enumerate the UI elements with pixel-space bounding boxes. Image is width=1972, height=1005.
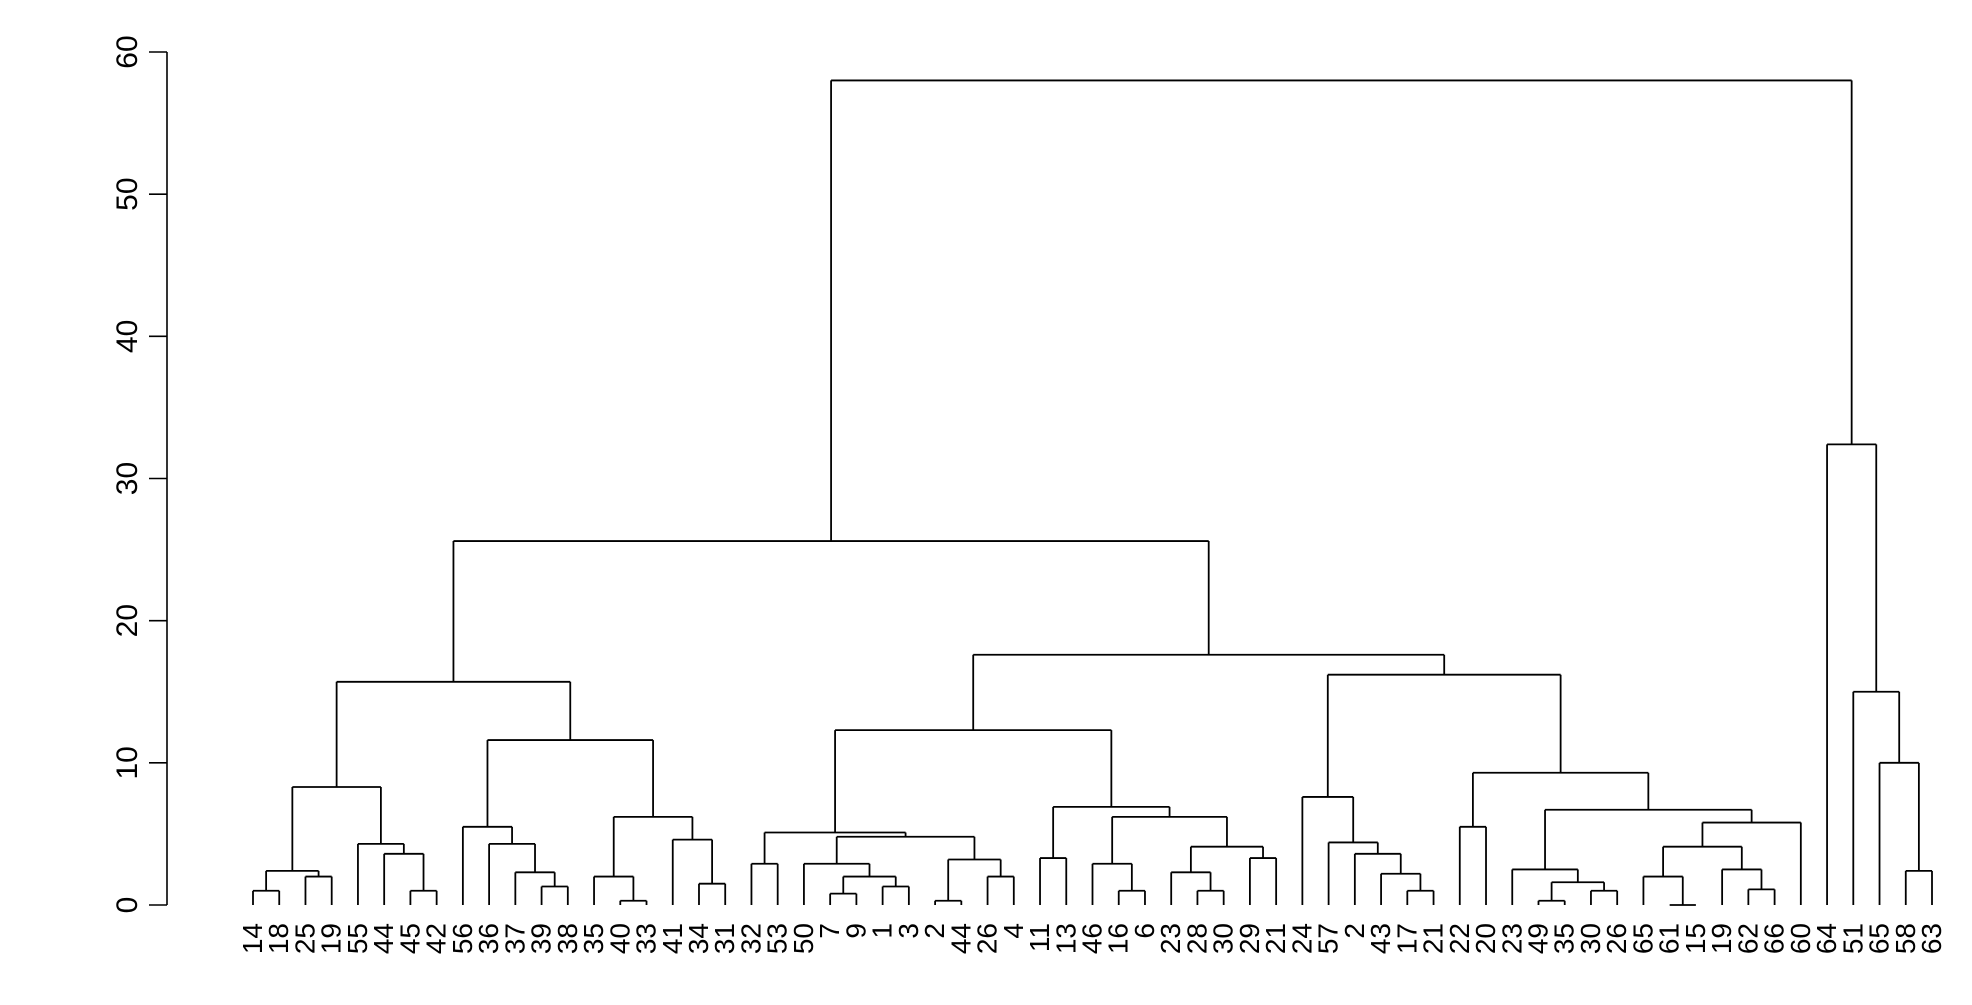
leaf-label: 66 — [1759, 923, 1790, 954]
leaf-label: 19 — [1706, 923, 1737, 954]
leaf-label: 46 — [1077, 923, 1108, 954]
leaf-label: 23 — [1496, 923, 1527, 954]
leaf-label: 56 — [447, 923, 478, 954]
leaf-label: 38 — [552, 923, 583, 954]
leaf-label: 43 — [1365, 923, 1396, 954]
leaf-label: 40 — [604, 923, 635, 954]
leaf-label: 3 — [893, 923, 924, 939]
leaf-label: 63 — [1916, 923, 1947, 954]
leaf-label: 15 — [1680, 923, 1711, 954]
leaf-label: 58 — [1890, 923, 1921, 954]
leaf-label: 24 — [1286, 923, 1317, 954]
leaf-label: 18 — [263, 923, 294, 954]
y-tick-label: 30 — [111, 462, 144, 495]
leaf-label: 19 — [316, 923, 347, 954]
leaf-label: 28 — [1181, 923, 1212, 954]
leaf-label: 44 — [368, 923, 399, 954]
leaf-label: 57 — [1313, 923, 1344, 954]
leaf-label: 25 — [289, 923, 320, 954]
y-tick-label: 10 — [111, 746, 144, 779]
leaf-label: 65 — [1864, 923, 1895, 954]
leaf-label: 11 — [1024, 923, 1055, 952]
leaf-label: 44 — [945, 923, 976, 954]
leaf-label: 14 — [237, 923, 268, 954]
y-tick-label: 20 — [111, 604, 144, 637]
leaf-label: 32 — [735, 923, 766, 954]
leaf-label: 30 — [1575, 923, 1606, 954]
y-tick-label: 60 — [111, 35, 144, 68]
leaf-label: 61 — [1654, 923, 1685, 954]
leaf-label: 7 — [814, 923, 845, 939]
leaf-label: 20 — [1470, 923, 1501, 954]
leaf-label: 36 — [473, 923, 504, 954]
leaf-label: 55 — [342, 923, 373, 954]
dendrogram-tree — [252, 79, 1933, 906]
leaf-label: 30 — [1208, 923, 1239, 954]
leaf-label: 45 — [394, 923, 425, 954]
y-tick-label: 40 — [111, 320, 144, 353]
leaf-label: 26 — [972, 923, 1003, 954]
y-tick-label: 50 — [111, 177, 144, 210]
y-axis: 0 10 20 30 40 50 60 — [111, 35, 168, 914]
leaf-label: 35 — [1549, 923, 1580, 954]
leaf-label: 41 — [657, 923, 688, 954]
leaf-label: 37 — [499, 923, 530, 954]
leaf-label: 50 — [788, 923, 819, 954]
leaf-label: 1 — [867, 923, 898, 939]
leaf-label: 26 — [1601, 923, 1632, 954]
leaf-label: 6 — [1129, 923, 1160, 939]
leaf-label: 13 — [1050, 923, 1081, 954]
leaf-label: 23 — [1155, 923, 1186, 954]
leaf-label: 29 — [1234, 923, 1265, 954]
leaf-label: 21 — [1418, 923, 1449, 954]
leaf-label: 62 — [1732, 923, 1763, 954]
leaf-label: 22 — [1444, 923, 1475, 954]
leaf-label: 65 — [1627, 923, 1658, 954]
leaf-label: 64 — [1811, 923, 1842, 954]
leaf-label: 60 — [1785, 923, 1816, 954]
leaf-label: 31 — [709, 923, 740, 954]
y-tick-label: 0 — [111, 897, 144, 914]
leaf-label: 49 — [1522, 923, 1553, 954]
leaf-label: 42 — [421, 923, 452, 954]
leaf-label: 21 — [1260, 923, 1291, 954]
leaf-label: 2 — [1339, 923, 1370, 939]
leaf-label: 4 — [998, 923, 1029, 939]
leaf-label: 51 — [1837, 923, 1868, 954]
leaf-label: 9 — [840, 923, 871, 939]
leaf-label: 39 — [526, 923, 557, 954]
leaf-label: 34 — [683, 923, 714, 954]
leaf-label: 16 — [1103, 923, 1134, 954]
leaf-labels: 1418251955444542563637393835403341343132… — [237, 923, 1947, 954]
leaf-label: 17 — [1391, 923, 1422, 954]
leaf-label: 33 — [631, 923, 662, 954]
leaf-label: 2 — [919, 923, 950, 939]
leaf-label: 53 — [762, 923, 793, 954]
leaf-label: 35 — [578, 923, 609, 954]
